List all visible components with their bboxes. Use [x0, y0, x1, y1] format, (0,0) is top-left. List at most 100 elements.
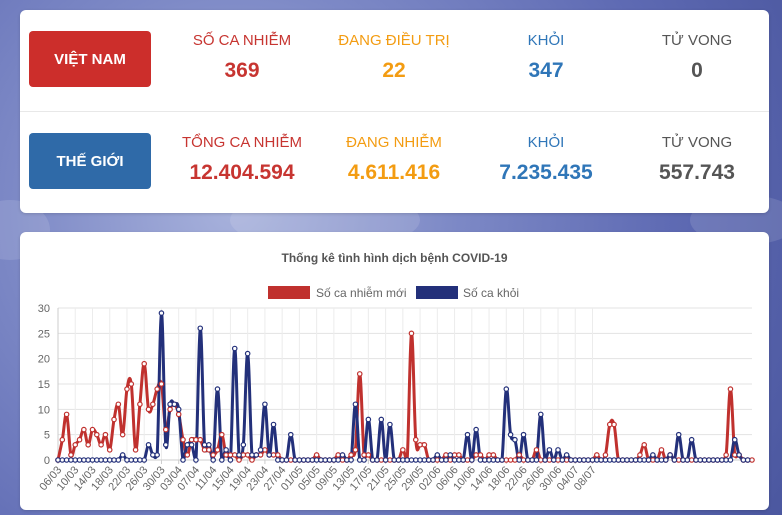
- point-recovered: [546, 447, 553, 453]
- point-recovered: [244, 350, 251, 357]
- point-new-cases: [516, 452, 523, 458]
- point-recovered: [283, 457, 290, 463]
- y-tick-label: 25: [38, 328, 50, 340]
- point-new-cases: [137, 401, 143, 408]
- point-recovered: [162, 442, 169, 448]
- point-new-cases: [184, 452, 191, 458]
- point-recovered: [287, 431, 294, 438]
- point-recovered: [662, 457, 669, 463]
- point-recovered: [744, 457, 751, 463]
- point-new-cases: [81, 426, 87, 433]
- vn-cases-value: 369: [224, 59, 260, 82]
- point-new-cases: [154, 386, 160, 392]
- point-recovered: [469, 457, 475, 463]
- point-recovered: [361, 457, 367, 463]
- point-new-cases: [352, 447, 359, 453]
- y-tick-label: 0: [44, 455, 50, 467]
- point-new-cases: [249, 457, 255, 463]
- chart-title: Thống kê tình hình dịch bệnh COVID-19: [281, 251, 508, 265]
- point-recovered: [214, 386, 221, 392]
- vn-recovered-value: 347: [528, 59, 564, 82]
- point-new-cases: [408, 330, 415, 337]
- point-new-cases: [602, 452, 609, 458]
- point-new-cases: [124, 386, 130, 392]
- point-recovered: [262, 401, 268, 408]
- point-recovered: [171, 401, 178, 408]
- point-recovered: [335, 457, 341, 463]
- y-tick-label: 30: [38, 303, 50, 315]
- point-new-cases: [348, 452, 354, 458]
- world-cases-value: 12.404.594: [189, 161, 295, 184]
- point-recovered: [154, 452, 160, 458]
- point-new-cases: [727, 386, 734, 392]
- point-new-cases: [132, 447, 139, 453]
- point-recovered: [430, 457, 436, 463]
- point-recovered: [193, 457, 199, 463]
- point-recovered: [219, 457, 225, 463]
- point-recovered: [158, 310, 165, 316]
- world-cases-label: TỔNG CA NHIỄM: [181, 134, 302, 151]
- point-recovered: [563, 452, 570, 458]
- vn-treating-stat: ĐANG ĐIỀU TRỊ 22: [319, 10, 469, 83]
- world-button[interactable]: THẾ GIỚI: [29, 133, 151, 189]
- point-recovered: [188, 442, 195, 448]
- point-recovered: [671, 457, 678, 463]
- vn-cases-label: SỐ CA NHIỄM: [192, 32, 292, 49]
- point-new-cases: [356, 371, 363, 377]
- point-recovered: [378, 416, 385, 423]
- point-new-cases: [72, 442, 79, 448]
- point-new-cases: [206, 447, 212, 453]
- point-recovered: [688, 436, 695, 443]
- point-recovered: [555, 447, 561, 453]
- world-recovered-stat: KHỎI 7.235.435: [471, 112, 621, 185]
- point-recovered: [533, 457, 540, 463]
- point-recovered: [240, 442, 247, 448]
- point-recovered: [352, 401, 359, 408]
- point-new-cases: [102, 431, 109, 438]
- vn-deaths-stat: TỬ VONG 0: [622, 10, 772, 83]
- legend-label-recovered: Số ca khỏi: [463, 286, 519, 300]
- world-recovered-value: 7.235.435: [499, 161, 593, 184]
- point-new-cases: [219, 431, 225, 438]
- point-recovered: [675, 431, 682, 438]
- point-recovered: [115, 457, 122, 463]
- point-recovered: [667, 452, 673, 458]
- point-recovered: [257, 447, 264, 453]
- chart-card: Thống kê tình hình dịch bệnh COVID-19 Số…: [20, 232, 769, 510]
- point-recovered: [270, 421, 277, 428]
- point-new-cases: [400, 447, 406, 453]
- point-recovered: [348, 457, 354, 463]
- point-recovered: [145, 442, 152, 448]
- world-active-value: 4.611.416: [347, 161, 441, 184]
- vietnam-button[interactable]: VIỆT NAM: [29, 31, 151, 87]
- point-new-cases: [145, 406, 152, 413]
- point-recovered: [175, 406, 182, 413]
- point-recovered: [460, 457, 466, 463]
- y-tick-label: 15: [38, 379, 50, 391]
- world-stats-row: THẾ GIỚI TỔNG CA NHIỄM 12.404.594 ĐANG N…: [20, 111, 769, 212]
- point-recovered: [542, 457, 548, 463]
- point-new-cases: [150, 401, 156, 408]
- point-new-cases: [119, 431, 126, 438]
- point-new-cases: [162, 426, 169, 433]
- point-recovered: [387, 421, 393, 428]
- point-new-cases: [106, 447, 113, 453]
- vn-recovered-label: KHỎI: [527, 32, 565, 49]
- point-recovered: [236, 452, 242, 458]
- y-tick-label: 20: [38, 354, 50, 366]
- point-new-cases: [594, 452, 600, 458]
- point-recovered: [499, 457, 505, 463]
- point-new-cases: [214, 447, 221, 453]
- point-new-cases: [197, 436, 204, 443]
- point-recovered: [507, 431, 514, 438]
- point-new-cases: [611, 421, 617, 428]
- point-recovered: [503, 386, 510, 392]
- world-cases-stat: TỔNG CA NHIỄM 12.404.594: [167, 112, 317, 185]
- point-recovered: [464, 431, 471, 438]
- point-recovered: [731, 436, 738, 443]
- point-recovered: [339, 452, 346, 458]
- point-new-cases: [85, 442, 91, 448]
- point-recovered: [443, 457, 449, 463]
- point-recovered: [645, 457, 652, 463]
- point-recovered: [374, 457, 380, 463]
